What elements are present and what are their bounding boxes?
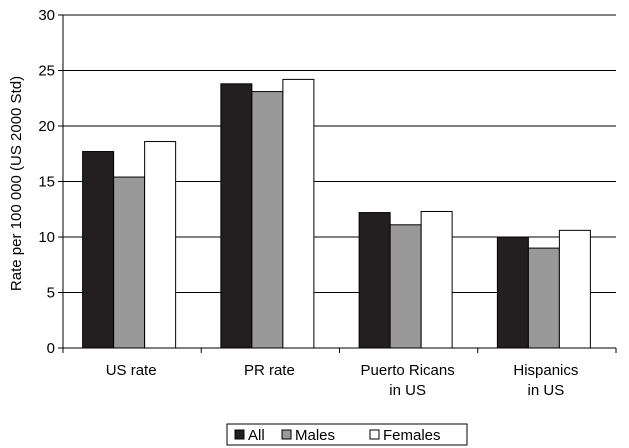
y-tick-label: 20	[38, 118, 55, 135]
legend-swatch-males	[281, 429, 292, 440]
bar-males-4	[527, 247, 560, 349]
category-label-line: US rate	[106, 362, 157, 379]
bar-males-3	[389, 224, 422, 349]
y-tick-labels: 0 5 10 15 20 25 30	[38, 7, 63, 357]
legend-box	[226, 423, 468, 446]
legend-label-males: Males	[295, 427, 335, 444]
category-label-line: PR rate	[244, 362, 295, 379]
bar-all-4	[496, 236, 529, 349]
category-label: Puerto Ricans in US	[361, 362, 455, 399]
category-label: PR rate	[244, 362, 295, 379]
legend-swatch-females	[369, 429, 380, 440]
bar-all-3	[358, 212, 391, 349]
bars	[82, 78, 591, 349]
legend-label-females: Females	[383, 427, 441, 444]
legend: All Males Females	[226, 423, 468, 446]
bar-all-2	[220, 83, 253, 349]
bar-males-2	[251, 91, 284, 349]
bar-males-1	[113, 176, 146, 349]
bar-all-1	[82, 151, 115, 349]
category-label-line: Puerto Ricans	[361, 362, 455, 379]
y-tick-label: 30	[38, 7, 55, 24]
category-label-line: in US	[389, 382, 426, 399]
y-axis-title: Rate per 100 000 (US 2000 Std)	[8, 76, 25, 291]
y-tick-label: 25	[38, 63, 55, 80]
y-tick-label: 5	[47, 285, 55, 302]
bar-females-1	[144, 141, 177, 349]
y-tick-label: 10	[38, 229, 55, 246]
bar-females-3	[420, 210, 453, 349]
category-label-line: in US	[528, 382, 565, 399]
y-tick-label: 0	[47, 340, 55, 357]
y-tick-label: 15	[38, 174, 55, 191]
legend-label-all: All	[248, 427, 265, 444]
category-label: Hispanics in US	[513, 362, 578, 399]
category-label: US rate	[106, 362, 157, 379]
category-labels: US rate PR rate Puerto Ricans in USHispanic…	[62, 348, 617, 399]
bar-females-2	[282, 78, 315, 349]
category-label-line: Hispanics	[513, 362, 578, 379]
bar-females-4	[558, 229, 591, 349]
legend-swatch-all	[234, 429, 245, 440]
